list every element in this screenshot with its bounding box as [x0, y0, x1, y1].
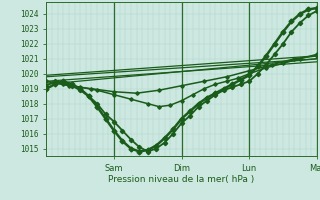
X-axis label: Pression niveau de la mer( hPa ): Pression niveau de la mer( hPa ) — [108, 175, 255, 184]
